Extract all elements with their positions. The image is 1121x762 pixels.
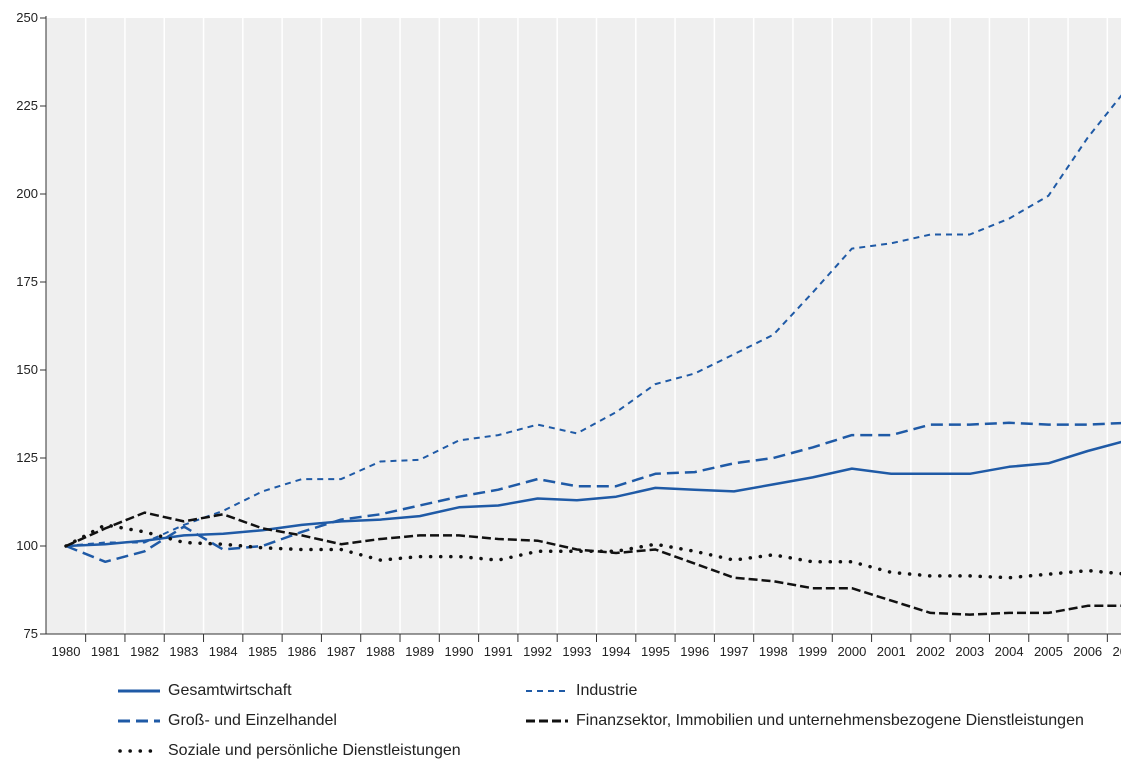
x-tick-label: 1993 — [562, 644, 591, 659]
x-tick-label: 1996 — [680, 644, 709, 659]
gridlines — [84, 18, 1109, 634]
series-line-2 — [65, 421, 1121, 564]
x-tick-label: 1986 — [287, 644, 316, 659]
series-line-0 — [65, 440, 1121, 548]
x-tick-label: 1981 — [91, 644, 120, 659]
x-tick-label: 2001 — [877, 644, 906, 659]
series-line-3 — [65, 511, 1121, 616]
x-tick-label: 2002 — [916, 644, 945, 659]
x-tick-label: 1990 — [445, 644, 474, 659]
x-tick-label: 2000 — [837, 644, 866, 659]
x-tick-label: 1987 — [327, 644, 356, 659]
x-tick-label: 2003 — [955, 644, 984, 659]
y-tick-label: 250 — [16, 10, 38, 25]
x-tick-label: 1992 — [523, 644, 552, 659]
x-tick-label: 2005 — [1034, 644, 1063, 659]
x-tick-label: 1994 — [602, 644, 631, 659]
x-tick-label: 2007 — [1113, 644, 1121, 659]
x-tick-label: 1991 — [484, 644, 513, 659]
x-tick-label: 1989 — [405, 644, 434, 659]
x-tick-label: 1995 — [641, 644, 670, 659]
axes — [45, 16, 1121, 635]
y-tick-label: 175 — [16, 274, 38, 289]
x-tick-label: 1988 — [366, 644, 395, 659]
x-tick-label: 1998 — [759, 644, 788, 659]
series-line-1 — [65, 94, 1121, 547]
x-tick-label: 1997 — [720, 644, 749, 659]
y-tick-label: 200 — [16, 186, 38, 201]
x-tick-label: 2004 — [995, 644, 1024, 659]
series-line-4 — [64, 523, 1121, 580]
x-tick-label: 1999 — [798, 644, 827, 659]
x-axis-ticks: 1980 1981 1982 1983 1984 1985 1986 1987 1988 1989… — [52, 634, 1121, 659]
x-tick-label: 1982 — [130, 644, 159, 659]
y-tick-label: 75 — [24, 626, 38, 641]
x-tick-label: 1984 — [209, 644, 238, 659]
x-tick-label: 1983 — [169, 644, 198, 659]
x-tick-label: 1985 — [248, 644, 277, 659]
y-axis-ticks: 75 100 125 150 175 200 225 250 — [16, 10, 46, 641]
y-tick-label: 150 — [16, 362, 38, 377]
y-tick-label: 100 — [16, 538, 38, 553]
plot-area-background — [46, 18, 1121, 634]
y-tick-label: 125 — [16, 450, 38, 465]
series-lines — [64, 94, 1121, 616]
x-tick-label: 1980 — [52, 644, 81, 659]
y-tick-label: 225 — [16, 98, 38, 113]
x-tick-label: 2006 — [1073, 644, 1102, 659]
